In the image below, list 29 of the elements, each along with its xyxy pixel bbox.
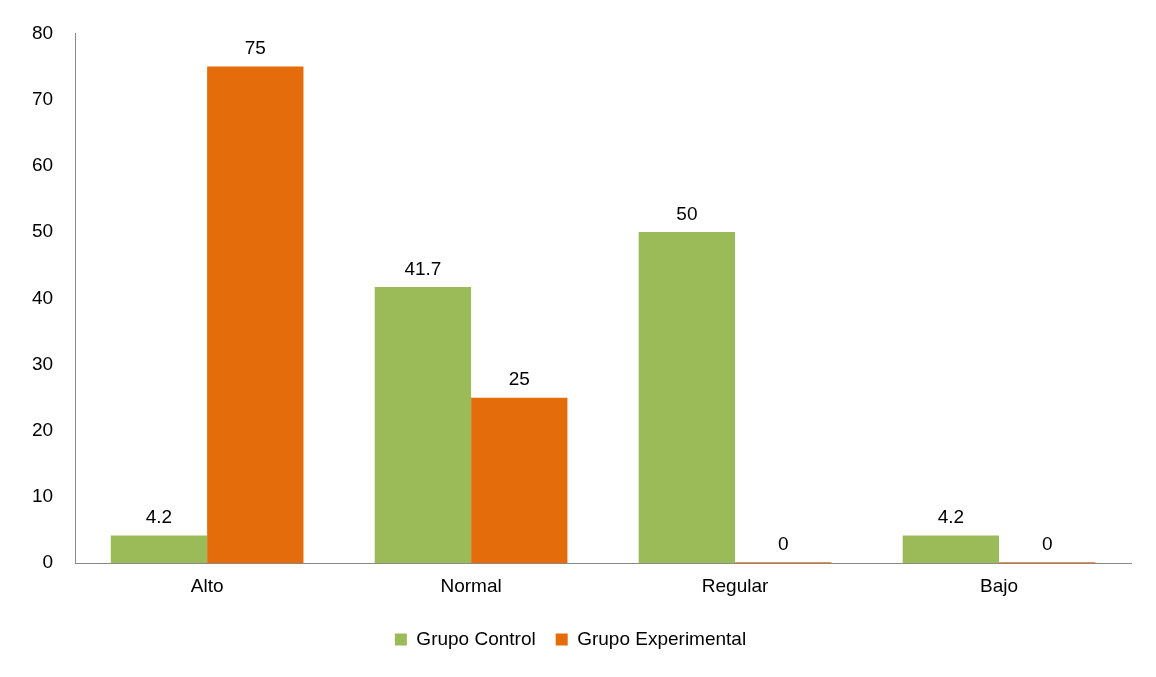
legend-label: Grupo Control xyxy=(416,627,536,649)
x-tick-label: Regular xyxy=(701,574,769,596)
x-tick-label: Bajo xyxy=(980,574,1019,596)
bar xyxy=(902,535,1000,564)
data-label: 0 xyxy=(1041,532,1053,554)
data-label: 4.2 xyxy=(937,506,965,528)
y-tick-label: 70 xyxy=(31,87,54,109)
data-label: 0 xyxy=(777,532,789,554)
y-tick-label: 80 xyxy=(31,21,54,43)
data-label: 50 xyxy=(676,202,698,224)
legend-label: Grupo Experimental xyxy=(577,627,747,649)
y-tick-label: 50 xyxy=(31,220,54,242)
y-tick-label: 40 xyxy=(31,286,54,308)
data-label: 75 xyxy=(244,37,266,59)
data-label: 41.7 xyxy=(404,257,442,279)
bar xyxy=(207,66,304,564)
bar xyxy=(638,232,736,564)
y-tick-label: 60 xyxy=(31,154,54,176)
bar xyxy=(110,535,208,564)
y-tick-label: 0 xyxy=(42,551,54,573)
y-tick-label: 20 xyxy=(31,418,54,440)
x-tick-label: Normal xyxy=(440,574,502,596)
y-tick-label: 30 xyxy=(31,352,54,374)
y-tick-label: 10 xyxy=(31,485,54,507)
data-label: 25 xyxy=(508,368,530,390)
data-label: 4.2 xyxy=(145,506,173,528)
bar xyxy=(374,287,472,564)
bar xyxy=(471,397,568,564)
x-tick-label: Alto xyxy=(190,574,224,596)
